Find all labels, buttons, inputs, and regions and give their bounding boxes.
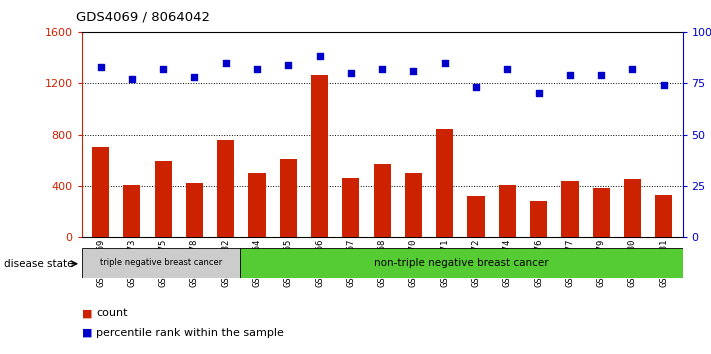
Point [95,64,106,70]
Bar [311,75,328,237]
Bar [154,161,172,237]
Point [282,62,294,68]
Bar [217,139,235,237]
Bar [82,248,240,278]
Point [377,66,388,72]
Bar [561,181,579,237]
Point [188,74,200,80]
Text: disease state: disease state [4,259,73,269]
Point [220,60,231,65]
Bar [186,183,203,237]
Bar [467,196,485,237]
Bar [592,188,610,237]
Text: triple negative breast cancer: triple negative breast cancer [100,258,222,267]
Bar [405,173,422,237]
Bar [624,179,641,237]
Bar [373,164,391,237]
Point [627,66,638,72]
Point [126,76,137,82]
Text: GDS4069 / 8064042: GDS4069 / 8064042 [76,11,210,24]
Point [471,85,482,90]
Bar [92,147,109,237]
Point [408,68,419,74]
Bar [530,201,547,237]
Point [502,66,513,72]
Bar [498,184,516,237]
Bar [342,178,360,237]
Bar [279,159,297,237]
Bar [240,248,683,278]
Point [439,60,451,65]
Text: count: count [96,308,127,318]
Point [345,70,356,76]
Point [314,54,325,59]
Bar [248,173,266,237]
Text: ■: ■ [82,308,92,318]
Text: ■: ■ [82,328,92,338]
Text: non-triple negative breast cancer: non-triple negative breast cancer [374,258,548,268]
Point [565,72,576,78]
Point [533,91,545,96]
Bar [655,195,673,237]
Bar [123,184,141,237]
Point [658,82,670,88]
Text: percentile rank within the sample: percentile rank within the sample [96,328,284,338]
Bar [436,130,454,237]
Point [251,66,262,72]
Point [596,72,607,78]
Point [157,66,169,72]
